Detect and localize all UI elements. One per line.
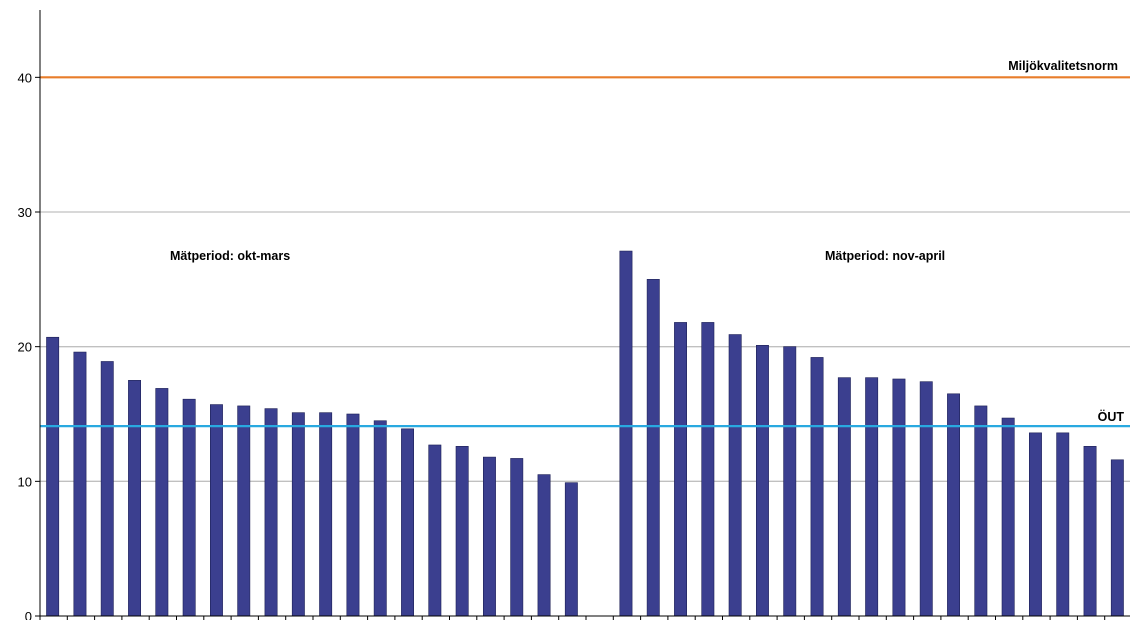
bar [564, 482, 578, 617]
gridlines [40, 76, 1130, 482]
axes: 0 10 20 30 40 [18, 10, 1130, 620]
annotations: Mätperiod: okt-mars Mätperiod: nov-april… [170, 59, 1124, 424]
bar [455, 446, 469, 617]
bar [619, 250, 633, 617]
bar [401, 428, 414, 617]
bar [291, 412, 305, 617]
bar [837, 377, 851, 617]
bar [701, 322, 715, 617]
bar [210, 404, 223, 617]
bar [810, 357, 824, 617]
reference-label-out: ÖUT [1098, 409, 1125, 424]
bar [373, 420, 387, 617]
bar [1083, 446, 1097, 617]
y-tick-label: 10 [18, 474, 32, 489]
bar [510, 458, 524, 617]
bar [892, 378, 906, 617]
bar [646, 279, 660, 617]
bar [46, 336, 60, 617]
y-tick-label: 30 [18, 205, 32, 220]
bar [100, 361, 114, 617]
y-tick-label: 20 [18, 340, 32, 355]
bar [783, 346, 797, 617]
bar [1029, 432, 1042, 617]
group-label-2: Mätperiod: nov-april [825, 249, 945, 263]
bar [1001, 417, 1015, 617]
bar [182, 398, 196, 617]
bar [264, 408, 278, 617]
bar [128, 380, 141, 617]
bar [728, 334, 742, 617]
bar [919, 381, 933, 617]
bar [155, 388, 169, 617]
bar [537, 474, 551, 617]
bar [1056, 432, 1070, 617]
reference-label-norm: Miljökvalitetsnorm [1008, 59, 1118, 73]
bar [73, 351, 87, 617]
y-tick-label: 40 [18, 70, 32, 85]
group-label-1: Mätperiod: okt-mars [170, 249, 290, 263]
bar [319, 412, 333, 617]
bars [46, 250, 1124, 617]
bar [1110, 459, 1124, 617]
bar [428, 444, 442, 617]
reference-lines [40, 76, 1130, 428]
y-tick-label: 0 [25, 609, 32, 620]
bar [865, 377, 879, 617]
bar [755, 345, 769, 617]
bar [346, 413, 360, 617]
bar [237, 405, 251, 617]
bar [974, 405, 988, 617]
bar [482, 456, 496, 617]
bar [674, 322, 688, 617]
